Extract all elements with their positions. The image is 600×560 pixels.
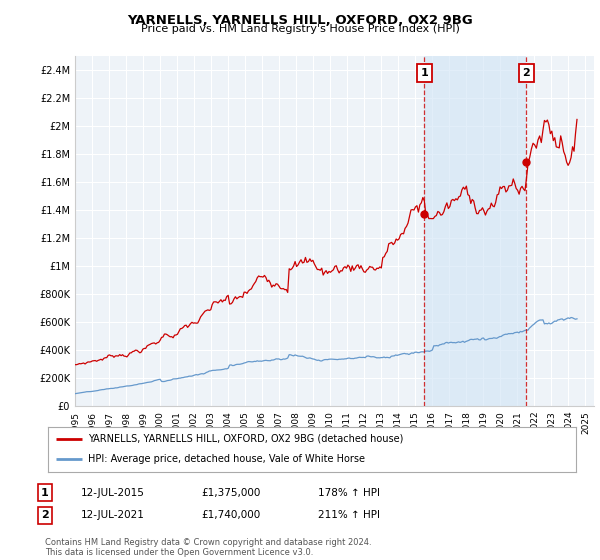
Text: 1: 1 [421,68,428,78]
Text: YARNELLS, YARNELLS HILL, OXFORD, OX2 9BG (detached house): YARNELLS, YARNELLS HILL, OXFORD, OX2 9BG… [88,434,403,444]
Text: Contains HM Land Registry data © Crown copyright and database right 2024.
This d: Contains HM Land Registry data © Crown c… [45,538,371,557]
Text: £1,375,000: £1,375,000 [201,488,260,498]
Text: 2: 2 [523,68,530,78]
Text: 12-JUL-2021: 12-JUL-2021 [81,510,145,520]
Text: 1: 1 [41,488,49,498]
Text: 211% ↑ HPI: 211% ↑ HPI [318,510,380,520]
Text: HPI: Average price, detached house, Vale of White Horse: HPI: Average price, detached house, Vale… [88,454,365,464]
Bar [424,56,526,406]
Text: YARNELLS, YARNELLS HILL, OXFORD, OX2 9BG: YARNELLS, YARNELLS HILL, OXFORD, OX2 9BG [127,14,473,27]
Text: 178% ↑ HPI: 178% ↑ HPI [318,488,380,498]
Text: 12-JUL-2015: 12-JUL-2015 [81,488,145,498]
Text: £1,740,000: £1,740,000 [201,510,260,520]
Text: Price paid vs. HM Land Registry's House Price Index (HPI): Price paid vs. HM Land Registry's House … [140,24,460,34]
Text: 2: 2 [41,510,49,520]
